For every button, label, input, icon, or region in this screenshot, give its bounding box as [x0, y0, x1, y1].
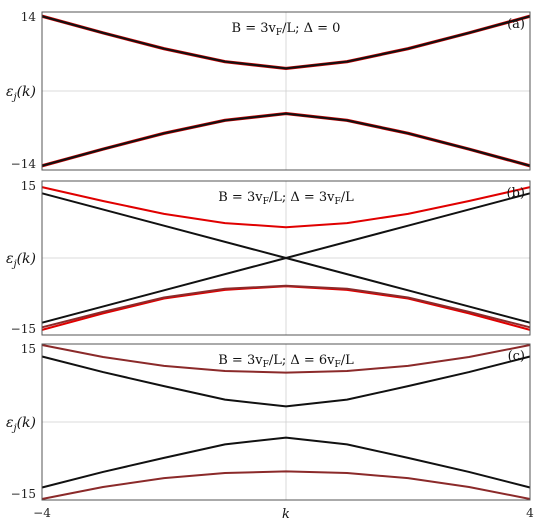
- chart-panel-3: 15 −15 εj(k) B = 3vF/L; Δ = 6vF/L (c) −4 4 k: [6, 342, 534, 522]
- series-line-3: [41, 15, 531, 70]
- y-axis-label: εj(k): [6, 415, 36, 434]
- y-axis-label: εj(k): [6, 84, 36, 103]
- panel-title: B = 3vF/L; Δ = 0: [232, 21, 341, 38]
- panel-tag: (a): [507, 17, 525, 32]
- x-axis-label: k: [282, 507, 290, 522]
- chart-panel-1: 14 −14 εj(k) B = 3vF/L; Δ = 0 (a): [6, 10, 531, 171]
- y-tick-label-top: 14: [21, 10, 37, 24]
- series-line-4: [41, 112, 531, 167]
- plot-frame: [41, 11, 531, 171]
- panel-tag: (b): [507, 186, 525, 201]
- series-line-4: [41, 192, 531, 324]
- series-line-4: [41, 436, 531, 489]
- plot-frame: [41, 343, 531, 501]
- panel-tag: (c): [508, 349, 525, 364]
- series-line-1: [41, 344, 531, 374]
- series-line-3: [41, 355, 531, 408]
- y-axis-label: εj(k): [6, 251, 36, 270]
- y-tick-label-bottom: −15: [11, 322, 36, 336]
- x-tick-label-right: 4: [526, 506, 534, 520]
- y-tick-label-top: 15: [21, 179, 36, 193]
- chart-panel-2: 15 −15 εj(k) B = 3vF/L; Δ = 3vF/L (b): [6, 179, 531, 336]
- series-line-5: [41, 284, 531, 329]
- panel-title: B = 3vF/L; Δ = 6vF/L: [218, 353, 354, 370]
- plot-frame: [41, 180, 531, 336]
- y-tick-label-top: 15: [21, 342, 36, 356]
- series-line-2: [41, 470, 531, 500]
- x-tick-label-left: −4: [33, 506, 51, 520]
- y-tick-label-bottom: −14: [11, 157, 37, 171]
- y-tick-label-bottom: −15: [11, 487, 36, 501]
- panel-title: B = 3vF/L; Δ = 3vF/L: [218, 190, 354, 207]
- series-line-1: [41, 186, 531, 229]
